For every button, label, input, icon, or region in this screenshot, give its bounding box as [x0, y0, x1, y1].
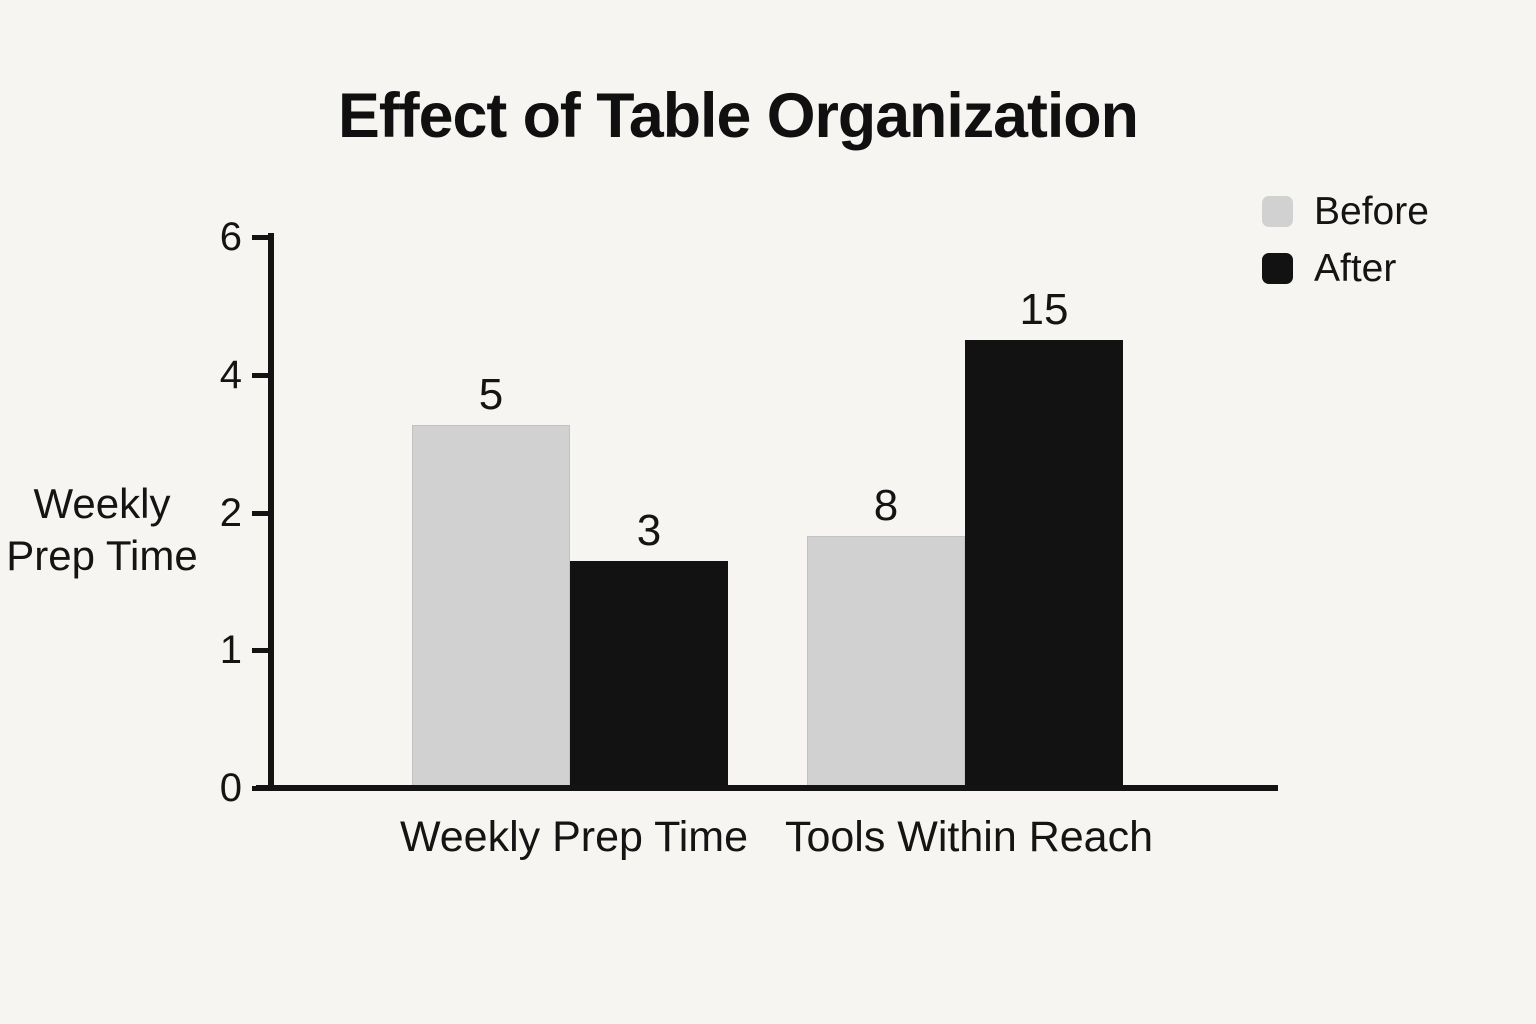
legend-label-before: Before [1314, 190, 1429, 233]
bar-after-0 [570, 561, 728, 788]
y-tick-label: 1 [219, 628, 242, 672]
legend: Before After [1262, 192, 1429, 310]
category-label: Tools Within Reach [784, 813, 1154, 861]
bar-value-label: 3 [636, 506, 662, 555]
y-tick-mark [252, 373, 270, 378]
y-axis-title: Weekly Prep Time [6, 478, 198, 582]
legend-item-before: Before [1262, 192, 1429, 231]
y-tick-label: 4 [219, 353, 242, 397]
y-tick-label: 0 [219, 766, 242, 810]
chart-title: Effect of Table Organization [336, 80, 1139, 152]
bar-before-0 [412, 425, 570, 788]
bar-value-label: 5 [478, 370, 504, 419]
y-tick-mark [252, 786, 270, 791]
legend-label-after: After [1314, 247, 1397, 290]
y-axis-title-line-1: Weekly [33, 480, 171, 527]
y-tick-mark [252, 511, 270, 516]
chart-title-text: Effect of Table Organization [338, 81, 1139, 151]
category-label: Weekly Prep Time [399, 813, 749, 861]
y-tick-mark [252, 648, 270, 653]
y-tick-label: 6 [219, 215, 242, 259]
x-axis-line [256, 785, 1278, 791]
bar-after-1 [965, 340, 1123, 788]
bar-value-label: 15 [1019, 285, 1069, 334]
y-axis-line [268, 233, 274, 791]
y-tick-label: 2 [219, 491, 242, 535]
legend-swatch-before [1262, 196, 1293, 227]
legend-swatch-after [1262, 253, 1293, 284]
y-tick-mark [252, 235, 270, 240]
bar-value-label: 8 [873, 481, 899, 530]
y-axis-title-line-2: Prep Time [6, 532, 198, 579]
legend-item-after: After [1262, 249, 1429, 288]
bar-before-1 [807, 536, 965, 788]
